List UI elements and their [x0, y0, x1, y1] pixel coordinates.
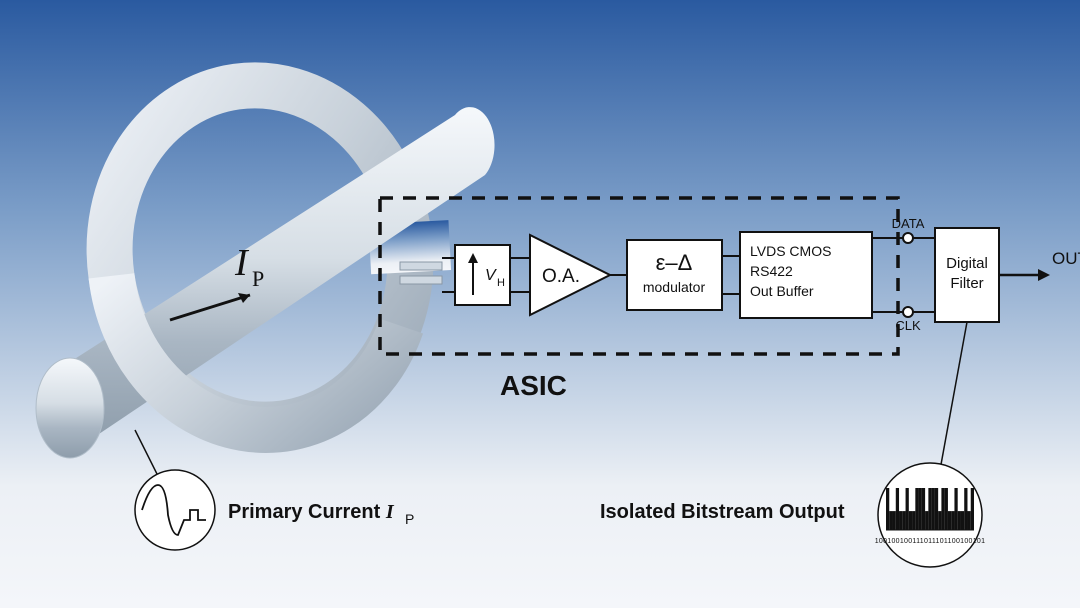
- svg-text:V: V: [485, 267, 497, 284]
- filter-line1: Digital: [946, 255, 988, 272]
- diagram-svg: I P ASIC V H O.A. ε–Δ modulator LVDS CMO…: [0, 0, 1080, 608]
- filter-line2: Filter: [950, 275, 983, 292]
- primary-current-text: Primary Current: [228, 501, 386, 523]
- ip-subscript: P: [252, 266, 264, 291]
- data-label: DATA: [892, 216, 925, 231]
- digital-filter-block: Digital Filter: [935, 228, 999, 322]
- diagram-root: I P ASIC V H O.A. ε–Δ modulator LVDS CMO…: [0, 0, 1080, 608]
- out-label: OUT: [1052, 249, 1080, 268]
- primary-current-sub: P: [405, 511, 414, 527]
- modulator-symbol: ε–Δ: [656, 250, 693, 275]
- vh-label: V: [485, 267, 497, 284]
- clk-label: CLK: [895, 318, 921, 333]
- primary-current-var: I: [385, 501, 395, 523]
- buffer-line2: RS422: [750, 263, 793, 279]
- bitstream-label: Isolated Bitstream Output: [600, 501, 845, 523]
- hall-voltage-block: V H: [455, 245, 510, 305]
- buffer-line1: LVDS CMOS: [750, 243, 831, 259]
- svg-text:Primary Current I: Primary Current I: [228, 501, 395, 523]
- asic-label: ASIC: [500, 370, 567, 401]
- op-amp-label: O.A.: [542, 266, 580, 287]
- svg-text:I: I: [234, 242, 250, 284]
- output-buffer-block: LVDS CMOS RS422 Out Buffer: [740, 232, 872, 318]
- buffer-line3: Out Buffer: [750, 283, 814, 299]
- modulator-text: modulator: [643, 279, 706, 295]
- sigma-delta-modulator: ε–Δ modulator: [627, 240, 722, 310]
- bitstream-code: 100100100111011101100100101: [875, 538, 986, 545]
- vh-sub: H: [497, 277, 505, 289]
- ip-symbol: I: [234, 242, 250, 284]
